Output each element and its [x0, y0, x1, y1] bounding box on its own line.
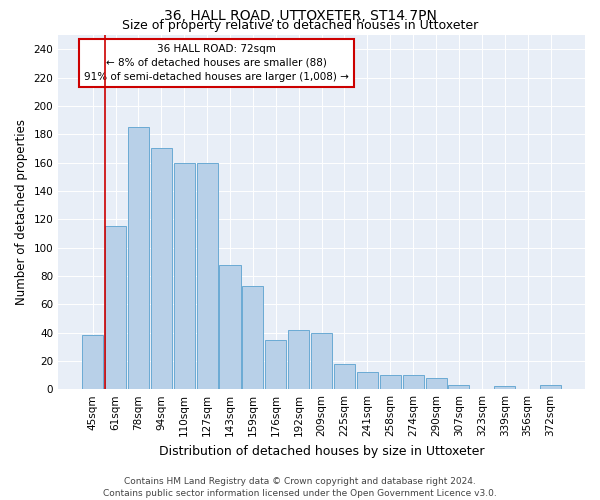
Bar [380, 375, 401, 389]
Bar [265, 340, 286, 389]
Bar [105, 226, 126, 389]
Bar [334, 364, 355, 389]
Bar [197, 162, 218, 389]
Bar [311, 332, 332, 389]
Bar [403, 375, 424, 389]
Text: Contains HM Land Registry data © Crown copyright and database right 2024.
Contai: Contains HM Land Registry data © Crown c… [103, 476, 497, 498]
Bar [448, 385, 469, 389]
Bar [288, 330, 309, 389]
Y-axis label: Number of detached properties: Number of detached properties [15, 119, 28, 305]
Bar [494, 386, 515, 389]
Bar [357, 372, 378, 389]
Bar [128, 127, 149, 389]
Bar [173, 162, 195, 389]
Bar [425, 378, 446, 389]
X-axis label: Distribution of detached houses by size in Uttoxeter: Distribution of detached houses by size … [159, 444, 484, 458]
Bar [220, 264, 241, 389]
Bar [242, 286, 263, 389]
Bar [540, 385, 561, 389]
Text: Size of property relative to detached houses in Uttoxeter: Size of property relative to detached ho… [122, 18, 478, 32]
Bar [151, 148, 172, 389]
Text: 36 HALL ROAD: 72sqm
← 8% of detached houses are smaller (88)
91% of semi-detache: 36 HALL ROAD: 72sqm ← 8% of detached hou… [84, 44, 349, 82]
Bar [82, 336, 103, 389]
Text: 36, HALL ROAD, UTTOXETER, ST14 7PN: 36, HALL ROAD, UTTOXETER, ST14 7PN [164, 9, 436, 23]
